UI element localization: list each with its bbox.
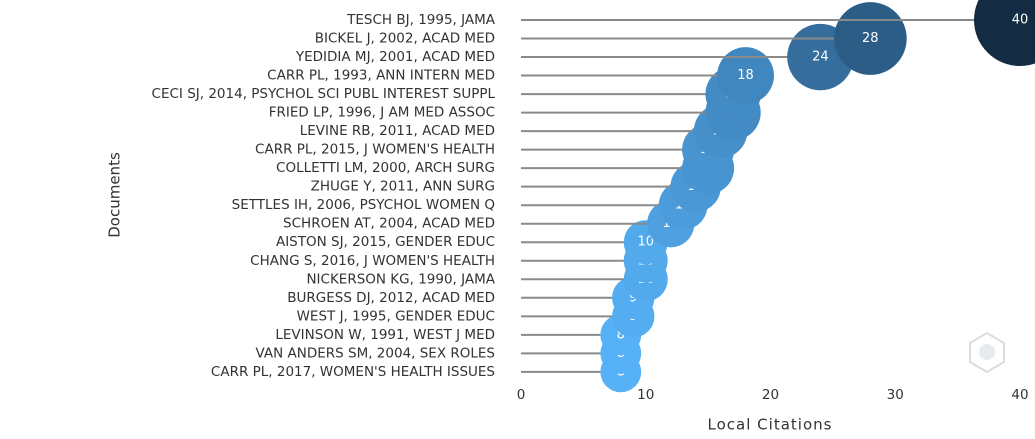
y-tick-label: YEDIDIA MJ, 2001, ACAD MED bbox=[295, 49, 495, 65]
x-axis-label: Local Citations bbox=[708, 416, 833, 434]
y-tick-label: WEST J, 1995, GENDER EDUC bbox=[297, 308, 495, 324]
y-tick-label: SCHROEN AT, 2004, ACAD MED bbox=[283, 216, 495, 232]
y-tick-label: CARR PL, 2017, WOMEN'S HEALTH ISSUES bbox=[211, 364, 495, 380]
y-tick-label: BICKEL J, 2002, ACAD MED bbox=[315, 31, 495, 47]
x-tick-label: 40 bbox=[1011, 387, 1028, 403]
watermark bbox=[969, 331, 1005, 374]
y-tick-label: VAN ANDERS SM, 2004, SEX ROLES bbox=[256, 345, 496, 361]
y-tick-label: AISTON SJ, 2015, GENDER EDUC bbox=[276, 234, 495, 250]
y-axis-label: Documents bbox=[106, 152, 124, 238]
y-tick-label: CARR PL, 1993, ANN INTERN MED bbox=[267, 68, 495, 84]
bubble bbox=[974, 0, 1035, 66]
bubble bbox=[717, 47, 774, 104]
value-label: 8 bbox=[617, 327, 625, 342]
y-tick-label: COLLETTI LM, 2000, ARCH SURG bbox=[276, 160, 495, 176]
x-tick-label: 0 bbox=[517, 387, 526, 403]
value-label: 40 bbox=[1012, 13, 1029, 28]
y-tick-label: SETTLES IH, 2006, PSYCHOL WOMEN Q bbox=[232, 197, 495, 213]
y-tick-label: LEVINE RB, 2011, ACAD MED bbox=[300, 123, 495, 139]
y-tick-label: TESCH BJ, 1995, JAMA bbox=[346, 12, 496, 28]
y-tick-label: CHANG S, 2016, J WOMEN'S HEALTH bbox=[250, 253, 495, 269]
value-label: 28 bbox=[862, 31, 879, 46]
y-tick-label: FRIED LP, 1996, J AM MED ASSOC bbox=[269, 105, 495, 121]
y-tick-label: ZHUGE Y, 2011, ANN SURG bbox=[311, 179, 495, 195]
y-tick-label: CARR PL, 2015, J WOMEN'S HEALTH bbox=[255, 142, 495, 158]
y-tick-label: BURGESS DJ, 2012, ACAD MED bbox=[287, 290, 495, 306]
y-tick-label: CECI SJ, 2014, PSYCHOL SCI PUBL INTEREST… bbox=[152, 86, 496, 102]
x-tick-label: 30 bbox=[887, 387, 904, 403]
x-tick-label: 20 bbox=[762, 387, 779, 403]
value-label: 18 bbox=[737, 68, 754, 83]
y-tick-label: NICKERSON KG, 1990, JAMA bbox=[306, 271, 495, 287]
value-label: 10 bbox=[637, 235, 654, 250]
value-label: 24 bbox=[812, 50, 829, 65]
x-tick-label: 10 bbox=[637, 387, 654, 403]
value-label: 9 bbox=[629, 290, 637, 305]
y-tick-label: LEVINSON W, 1991, WEST J MED bbox=[275, 327, 495, 343]
